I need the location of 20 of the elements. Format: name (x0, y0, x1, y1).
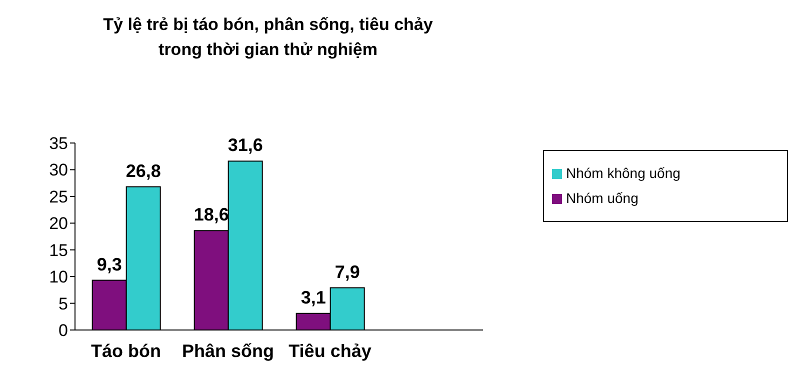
chart-title: Tỷ lệ trẻ bị táo bón, phân sống, tiêu chảy trong thời gian thử nghiệm (102, 14, 434, 61)
text: 9,3 (96, 254, 122, 274)
text: 18,6 (194, 204, 229, 225)
y-tick-label: 30 (49, 160, 68, 180)
y-tick-label: 10 (49, 268, 68, 287)
x-tick-label: Tiêu chảy (288, 340, 372, 361)
y-tick-label: 0 (58, 321, 68, 340)
x-tick-label: Phân sống (182, 340, 274, 361)
text: 31,6 (228, 135, 263, 156)
y-tick-label: 15 (49, 240, 68, 260)
y-tick-label: 5 (58, 294, 68, 314)
y-tick-label: 25 (49, 187, 68, 206)
text: 3,1 (300, 287, 326, 308)
y-tick-label: 20 (49, 214, 68, 234)
legend-label: Nhóm uống (566, 190, 638, 206)
text: 7,9 (334, 262, 360, 282)
legend-label: Nhóm không uống (566, 165, 680, 181)
text: 26,8 (126, 160, 161, 181)
x-tick-label: Táo bón (91, 340, 161, 361)
y-tick-label: 35 (49, 134, 68, 154)
